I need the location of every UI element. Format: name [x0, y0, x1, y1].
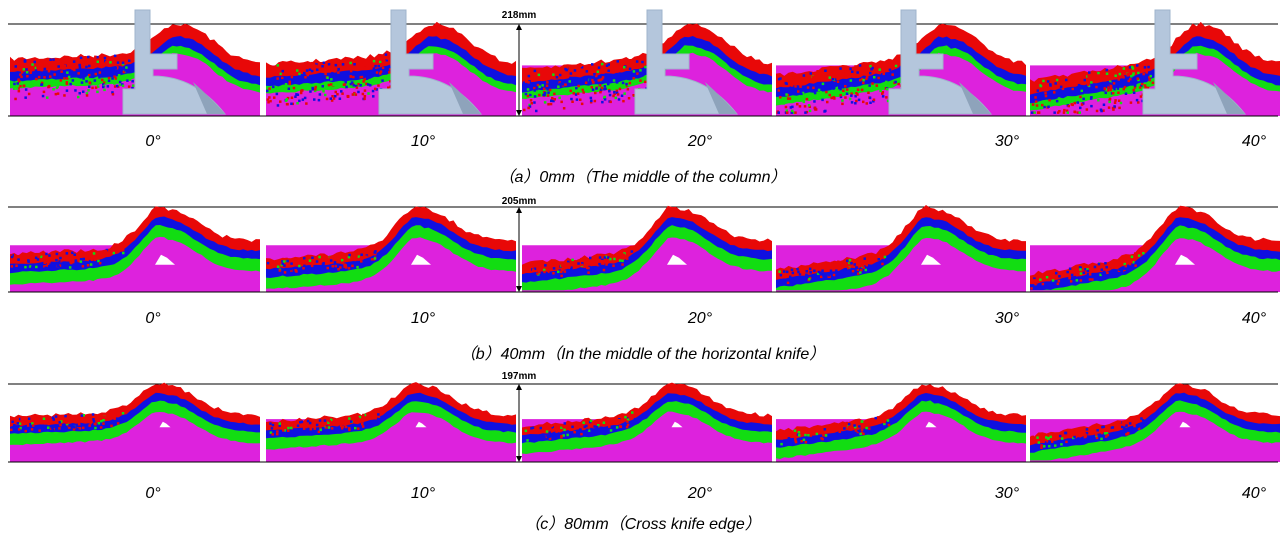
void-cavity: [667, 254, 687, 265]
row-c-angle-4: 40°: [1241, 485, 1267, 502]
magenta-layer: [1030, 238, 1280, 292]
particle-speckle: [266, 247, 380, 276]
cutting-tool: [1142, 9, 1247, 115]
row-c-angle-0: 0°: [145, 485, 161, 502]
panel-c-0: [10, 382, 260, 462]
dimension-arrow: [516, 384, 522, 462]
magenta-layer: [776, 238, 1026, 292]
tool-blade-shadow: [959, 82, 991, 114]
row-a-angle-1: 10°: [410, 133, 436, 150]
void-cavity: [925, 421, 937, 428]
particle-speckle: [1030, 54, 1170, 114]
void-cavity: [159, 421, 171, 428]
panel-b-2: [522, 205, 772, 292]
particle-speckle: [777, 416, 891, 446]
dimension-arrow: [516, 207, 522, 292]
panel-a-3: [776, 9, 1026, 117]
particle-speckle: [777, 251, 888, 285]
void-cavity: [411, 254, 431, 265]
tool-body: [634, 9, 739, 115]
panel-c-1: [266, 382, 516, 462]
tool-body: [122, 9, 227, 115]
particle-speckle: [524, 411, 637, 442]
void-cavity: [1175, 254, 1195, 265]
row-a-angle-2: 20°: [687, 133, 713, 150]
particle-speckle: [266, 413, 381, 436]
dimension-label: 205mm: [502, 196, 537, 207]
panel-a-1: [266, 9, 516, 117]
panel-b-3: [776, 205, 1026, 292]
panel-b-4: [1030, 205, 1280, 292]
particle-speckle: [523, 248, 634, 280]
magenta-layer: [266, 412, 516, 462]
row-a-angle-0: 0°: [145, 133, 161, 150]
dimension-label: 197mm: [502, 371, 537, 382]
row-c-angle-1: 10°: [410, 485, 436, 502]
panel-a-2: [522, 9, 772, 117]
row-b-angle-3: 30°: [994, 310, 1020, 327]
row-b-caption: （b）40mm（In the middle of the horizontal …: [459, 346, 826, 363]
row-a-angle-3: 30°: [994, 133, 1020, 150]
panel-a-0: [10, 9, 260, 116]
row-a-panels: 218mm: [8, 9, 1280, 117]
particle-speckle: [1030, 250, 1145, 290]
tool-blade-shadow: [449, 82, 481, 114]
row-b-angle-1: 10°: [410, 310, 436, 327]
row-c-panels: 197mm: [8, 371, 1280, 463]
cutting-tool: [634, 9, 739, 115]
panel-c-2: [522, 382, 772, 462]
magenta-layer: [10, 412, 260, 462]
cutting-tool: [378, 9, 483, 115]
magenta-layer: [522, 237, 772, 292]
panel-b-0: [10, 206, 260, 292]
cutting-tool: [122, 9, 227, 115]
panel-c-4: [1030, 383, 1280, 462]
panel-b-1: [266, 206, 516, 292]
tool-body: [1142, 9, 1247, 115]
magenta-layer: [776, 411, 1026, 462]
cutting-tool: [888, 9, 993, 115]
void-cavity: [415, 421, 427, 428]
void-cavity: [155, 254, 175, 265]
row-a-caption: （a）0mm（The middle of the column）: [498, 169, 787, 186]
row-b-angle-0: 0°: [145, 310, 161, 327]
particle-speckle: [10, 411, 125, 433]
panel-a-4: [1030, 9, 1280, 117]
magenta-layer: [266, 237, 516, 292]
magenta-layer: [1030, 411, 1280, 462]
tool-body: [378, 9, 483, 115]
row-c-angle-3: 30°: [994, 485, 1020, 502]
row-c-caption: （c）80mm（Cross knife edge）: [524, 516, 761, 533]
void-cavity: [1179, 421, 1191, 428]
void-cavity: [921, 254, 941, 265]
dimension-label: 218mm: [502, 10, 537, 21]
tool-blade-shadow: [705, 82, 737, 114]
row-b-panels: 205mm: [8, 196, 1280, 293]
tool-blade-shadow: [193, 82, 225, 114]
row-c-angle-2: 20°: [687, 485, 713, 502]
magenta-layer: [10, 236, 260, 292]
void-cavity: [671, 421, 683, 428]
particle-speckle: [1030, 415, 1145, 449]
magenta-layer: [522, 411, 772, 462]
row-a-angle-4: 40°: [1241, 133, 1267, 150]
row-b-angle-4: 40°: [1241, 310, 1267, 327]
particle-speckle: [776, 51, 916, 114]
tool-body: [888, 9, 993, 115]
row-b-angle-2: 20°: [687, 310, 713, 327]
particle-speckle: [10, 242, 125, 271]
panel-c-3: [776, 384, 1026, 462]
dimension-arrow: [516, 24, 522, 116]
tool-blade-shadow: [1213, 82, 1245, 114]
